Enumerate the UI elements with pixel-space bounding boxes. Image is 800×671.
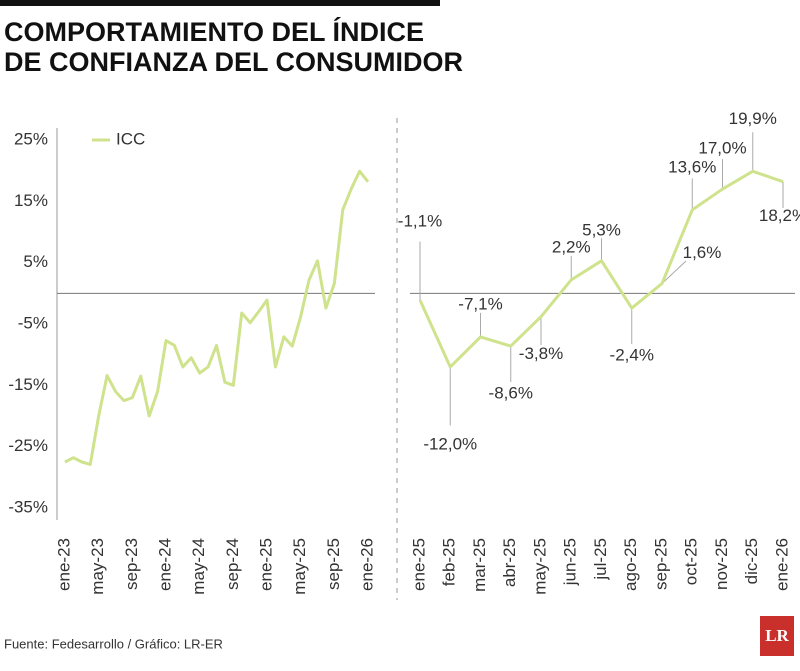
x-tick-label: may-25 — [290, 538, 309, 595]
y-tick-label: 25% — [14, 129, 48, 148]
x-tick-label: mar-25 — [470, 538, 489, 592]
value-label: 19,9% — [729, 109, 777, 128]
value-label: -12,0% — [423, 434, 477, 453]
x-tick-label: ene-24 — [155, 538, 174, 591]
x-tick-label: jul-25 — [591, 538, 610, 581]
source: Fuente: Fedesarrollo / Gráfico: LR-ER — [4, 636, 223, 651]
x-tick-label: oct-25 — [682, 538, 701, 585]
title: COMPORTAMIENTO DEL ÍNDICE — [4, 16, 424, 47]
value-label: 13,6% — [668, 157, 716, 176]
y-tick-label: -35% — [8, 497, 48, 516]
value-label: 17,0% — [698, 139, 746, 158]
x-tick-label: ene-23 — [54, 538, 73, 591]
legend-label: ICC — [116, 129, 145, 148]
logo-box — [760, 616, 794, 656]
x-tick-label: may-24 — [189, 538, 208, 595]
leader-line — [661, 260, 687, 284]
y-tick-label: 5% — [23, 252, 48, 271]
value-label: 2,2% — [552, 237, 591, 256]
value-label: 1,6% — [683, 243, 722, 262]
title: DE CONFIANZA DEL CONSUMIDOR — [4, 47, 463, 77]
top-bar — [0, 0, 440, 6]
value-label: 5,3% — [582, 220, 621, 239]
x-tick-label: sep-25 — [651, 538, 670, 590]
y-tick-label: -15% — [8, 375, 48, 394]
logo: LR — [765, 626, 789, 645]
value-label: -1,1% — [398, 212, 442, 231]
value-label: -7,1% — [458, 294, 502, 313]
value-label: 18,2% — [759, 206, 800, 225]
x-tick-label: sep-24 — [223, 538, 242, 590]
y-tick-label: -25% — [8, 436, 48, 455]
x-tick-label: may-25 — [530, 538, 549, 595]
x-tick-label: sep-25 — [324, 538, 343, 590]
x-tick-label: ene-25 — [409, 538, 428, 591]
x-tick-label: abr-25 — [500, 538, 519, 587]
series-line — [418, 169, 784, 369]
x-tick-label: ago-25 — [621, 538, 640, 591]
value-label: -8,6% — [489, 384, 533, 403]
x-tick-label: dic-25 — [742, 538, 761, 584]
x-tick-label: may-23 — [88, 538, 107, 595]
x-tick-label: ene-26 — [357, 538, 376, 591]
x-tick-label: ene-25 — [256, 538, 275, 591]
x-tick-label: ene-26 — [772, 538, 791, 591]
value-label: -3,8% — [519, 344, 563, 363]
x-tick-label: nov-25 — [712, 538, 731, 590]
y-tick-label: 15% — [14, 191, 48, 210]
value-label: -2,4% — [610, 346, 654, 365]
x-tick-label: sep-23 — [122, 538, 141, 590]
x-tick-label: jun-25 — [561, 538, 580, 586]
series-line — [64, 169, 370, 466]
y-tick-label: -5% — [18, 313, 48, 332]
x-tick-label: feb-25 — [440, 538, 459, 586]
